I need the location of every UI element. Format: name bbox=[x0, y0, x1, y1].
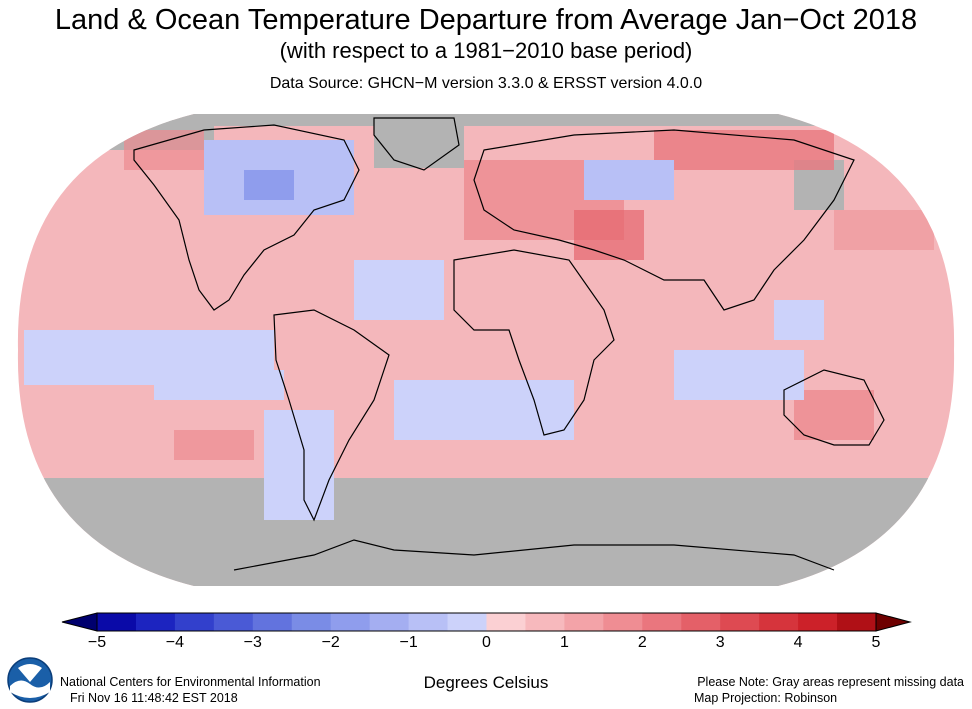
scale-tick-label: 2 bbox=[638, 634, 647, 650]
scale-min-arrow bbox=[61, 612, 98, 632]
eurasia-outline bbox=[473, 129, 855, 311]
map-title: Land & Ocean Temperature Departure from … bbox=[54, 4, 918, 36]
scale-swatch bbox=[837, 613, 877, 631]
scale-tick-label: −1 bbox=[399, 634, 417, 650]
map-subtitle: (with respect to a 1981−2010 base period… bbox=[279, 38, 693, 63]
org-name: National Centers for Environmental Infor… bbox=[60, 675, 321, 689]
north-pacific-warm-patch bbox=[834, 210, 934, 250]
scale-tick-label: −5 bbox=[88, 634, 106, 650]
scale-tick-label: −3 bbox=[244, 634, 262, 650]
scale-swatch bbox=[97, 613, 137, 631]
north-america-outline bbox=[133, 124, 360, 311]
australia-outline bbox=[783, 369, 885, 446]
scale-tick-label: 0 bbox=[482, 634, 491, 650]
scale-swatch bbox=[447, 613, 487, 631]
noaa-emblem-icon bbox=[7, 657, 53, 703]
data-source: Data Source: GHCN−M version 3.3.0 & ERSS… bbox=[269, 75, 703, 92]
scale-max-arrow bbox=[875, 612, 912, 632]
antarctica-outline bbox=[233, 539, 835, 571]
timestamp: Fri Nov 16 11:48:42 EST 2018 bbox=[70, 691, 238, 705]
scale-tick-label: 3 bbox=[716, 634, 725, 650]
scale-swatch bbox=[369, 613, 410, 631]
scale-border bbox=[96, 612, 877, 632]
arctic-missing-area bbox=[17, 114, 955, 126]
missing-data-note: Please Note: Gray areas represent missin… bbox=[697, 675, 964, 689]
scale-swatch bbox=[603, 613, 643, 631]
scale-swatch bbox=[759, 613, 799, 631]
world-anomaly-map bbox=[17, 114, 955, 586]
africa-outline bbox=[453, 249, 615, 436]
scale-tick-label: 4 bbox=[794, 634, 803, 650]
scale-swatch bbox=[525, 613, 565, 631]
scale-tick-label: 5 bbox=[872, 634, 881, 650]
scale-swatch bbox=[681, 613, 721, 631]
units-label: Degrees Celsius bbox=[423, 673, 549, 692]
color-scale-bar: −5 −4 −3 −2 −1 0 1 2 3 4 5 bbox=[61, 612, 912, 650]
scale-swatch bbox=[720, 613, 760, 631]
scale-swatch bbox=[291, 613, 332, 631]
south-pacific-warm-patch bbox=[174, 430, 254, 460]
projection-note: Map Projection: Robinson bbox=[694, 691, 838, 705]
greenland-missing bbox=[374, 118, 464, 168]
pacific-cool-strip bbox=[154, 370, 284, 400]
greenland-outline bbox=[373, 117, 460, 171]
scale-swatch bbox=[135, 613, 176, 631]
scale-swatch bbox=[213, 613, 254, 631]
russia-cool-patch bbox=[584, 160, 674, 200]
noaa-logo bbox=[6, 656, 54, 709]
scale-swatch bbox=[330, 613, 371, 631]
scale-swatch bbox=[252, 613, 293, 631]
scale-swatch bbox=[642, 613, 682, 631]
maritime-cool-patch bbox=[774, 300, 824, 340]
middle-east-warm-patch bbox=[574, 210, 644, 260]
scale-swatch bbox=[798, 613, 838, 631]
scale-tick-label: −2 bbox=[322, 634, 340, 650]
scale-tick-label: 1 bbox=[560, 634, 569, 650]
scale-swatch bbox=[174, 613, 215, 631]
scale-swatch bbox=[408, 613, 449, 631]
australia-warm-patch bbox=[794, 390, 874, 440]
hudson-cool-patch bbox=[244, 170, 294, 200]
antarctic-missing-area bbox=[17, 478, 955, 586]
scale-swatch bbox=[564, 613, 604, 631]
south-america-outline bbox=[273, 309, 390, 522]
siberia-warm-patch bbox=[654, 130, 834, 170]
scale-tick-label: −4 bbox=[166, 634, 184, 650]
south-atlantic-cool-patch bbox=[394, 380, 574, 440]
atlantic-cool-patch bbox=[354, 260, 444, 320]
scale-swatch bbox=[486, 613, 526, 631]
chile-cool-patch bbox=[264, 410, 334, 520]
indian-ocean-cool-patch bbox=[674, 350, 804, 400]
